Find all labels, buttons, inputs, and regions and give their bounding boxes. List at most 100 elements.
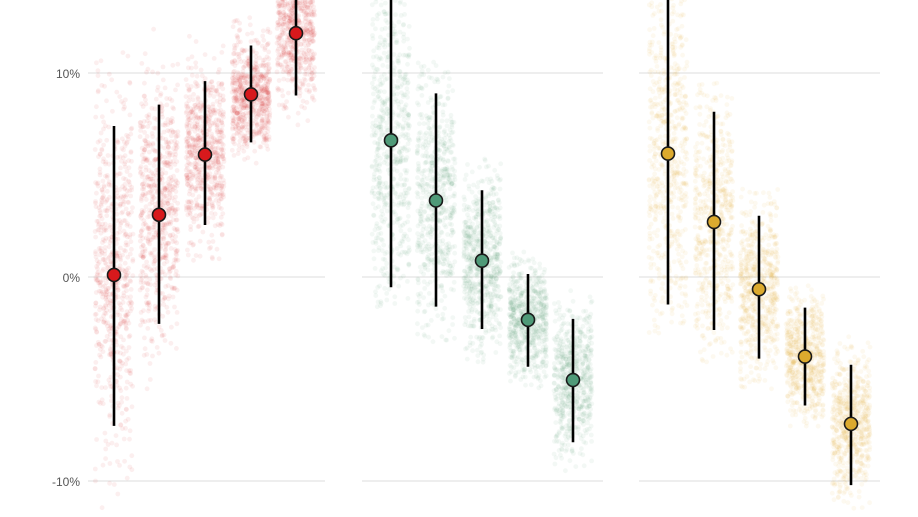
draw-dot xyxy=(95,180,101,186)
draw-dot xyxy=(164,193,169,199)
draw-dot xyxy=(173,142,179,148)
draw-dot xyxy=(143,274,149,280)
draw-dot xyxy=(108,374,114,380)
y-tick-label-0: 0% xyxy=(63,271,81,285)
draw-dot xyxy=(266,98,272,104)
draw-dot xyxy=(371,171,377,177)
draw-dot xyxy=(187,210,193,216)
draw-dot xyxy=(139,229,144,235)
draw-dot xyxy=(143,197,149,202)
draw-dot xyxy=(119,307,125,313)
draw-dot xyxy=(117,366,123,372)
draw-dot xyxy=(122,159,128,165)
draw-dot xyxy=(125,282,130,287)
draw-dot xyxy=(170,62,176,68)
draw-dot xyxy=(138,169,144,175)
draw-dot xyxy=(146,232,152,237)
draw-dot xyxy=(396,216,402,222)
draw-dot xyxy=(420,168,426,174)
draw-dot xyxy=(425,213,431,219)
draw-dot xyxy=(392,301,398,306)
draw-dot xyxy=(231,116,237,122)
draw-dot xyxy=(423,145,429,151)
draw-dot xyxy=(106,182,112,188)
draw-dot xyxy=(167,181,172,187)
draw-dot xyxy=(195,224,201,230)
draw-dot xyxy=(122,143,128,149)
draw-dot xyxy=(175,273,181,279)
draw-dot xyxy=(401,92,407,98)
draw-dot xyxy=(444,118,450,124)
draw-dot xyxy=(104,333,110,339)
draw-dot xyxy=(101,305,107,311)
draw-dot xyxy=(245,155,251,161)
draw-dot xyxy=(167,275,173,280)
draw-dot xyxy=(173,268,179,274)
draw-dot xyxy=(162,338,168,343)
draw-dot xyxy=(103,456,108,461)
draw-dot xyxy=(97,280,103,285)
draw-dot xyxy=(120,360,125,366)
draw-dot xyxy=(401,273,406,279)
draw-dot xyxy=(191,257,196,263)
draw-dot xyxy=(118,317,124,322)
draw-dot xyxy=(164,221,170,227)
draw-dot xyxy=(263,65,269,71)
draw-dot xyxy=(117,358,122,364)
draw-dot xyxy=(471,316,477,322)
draw-dot xyxy=(492,185,497,191)
draw-dot xyxy=(153,96,159,102)
draw-dot xyxy=(210,192,216,198)
draw-dot xyxy=(144,158,150,164)
draw-dot xyxy=(488,303,494,309)
draw-dot xyxy=(398,228,404,234)
draw-dot xyxy=(96,259,102,265)
draw-dot xyxy=(212,173,218,179)
draw-dot xyxy=(174,346,179,351)
draw-dot xyxy=(102,283,108,289)
draw-dot xyxy=(376,231,381,237)
draw-dot xyxy=(380,266,386,271)
draw-dot xyxy=(156,350,162,356)
draw-dot xyxy=(152,157,158,163)
draw-dot xyxy=(96,154,101,160)
draw-dot xyxy=(400,22,406,28)
draw-dot xyxy=(125,311,131,317)
draw-dot xyxy=(256,40,261,45)
draw-dot xyxy=(100,462,106,468)
draw-dot xyxy=(397,73,403,79)
draw-dot xyxy=(378,2,384,8)
draw-dot xyxy=(495,207,501,213)
draw-dot xyxy=(104,261,109,267)
draw-dot xyxy=(95,261,101,267)
draw-dot xyxy=(463,172,469,178)
draw-dot xyxy=(98,245,104,251)
draw-dot xyxy=(446,206,451,212)
draw-dot xyxy=(425,67,431,73)
draw-dot xyxy=(192,103,198,108)
draw-dot xyxy=(486,193,492,199)
draw-dot xyxy=(195,123,201,128)
draw-dot xyxy=(492,219,498,225)
draw-dot xyxy=(119,344,124,349)
draw-dot xyxy=(422,160,428,166)
draw-dot xyxy=(405,219,410,225)
draw-dot xyxy=(192,120,198,126)
draw-dot xyxy=(439,118,445,124)
draw-dot xyxy=(493,264,499,270)
draw-dot xyxy=(306,82,311,88)
draw-dot xyxy=(117,218,122,223)
draw-dot xyxy=(216,153,222,159)
draw-dot xyxy=(186,144,192,149)
draw-dot xyxy=(95,73,101,79)
draw-dot xyxy=(142,346,148,352)
draw-dot xyxy=(209,85,215,90)
draw-dot xyxy=(160,167,165,173)
draw-dot xyxy=(442,188,447,193)
draw-dot xyxy=(161,185,167,191)
draw-dot xyxy=(123,274,129,280)
draw-dot xyxy=(185,252,191,258)
draw-dot xyxy=(498,235,504,240)
draw-dot xyxy=(296,61,302,67)
draw-dot xyxy=(102,339,108,344)
